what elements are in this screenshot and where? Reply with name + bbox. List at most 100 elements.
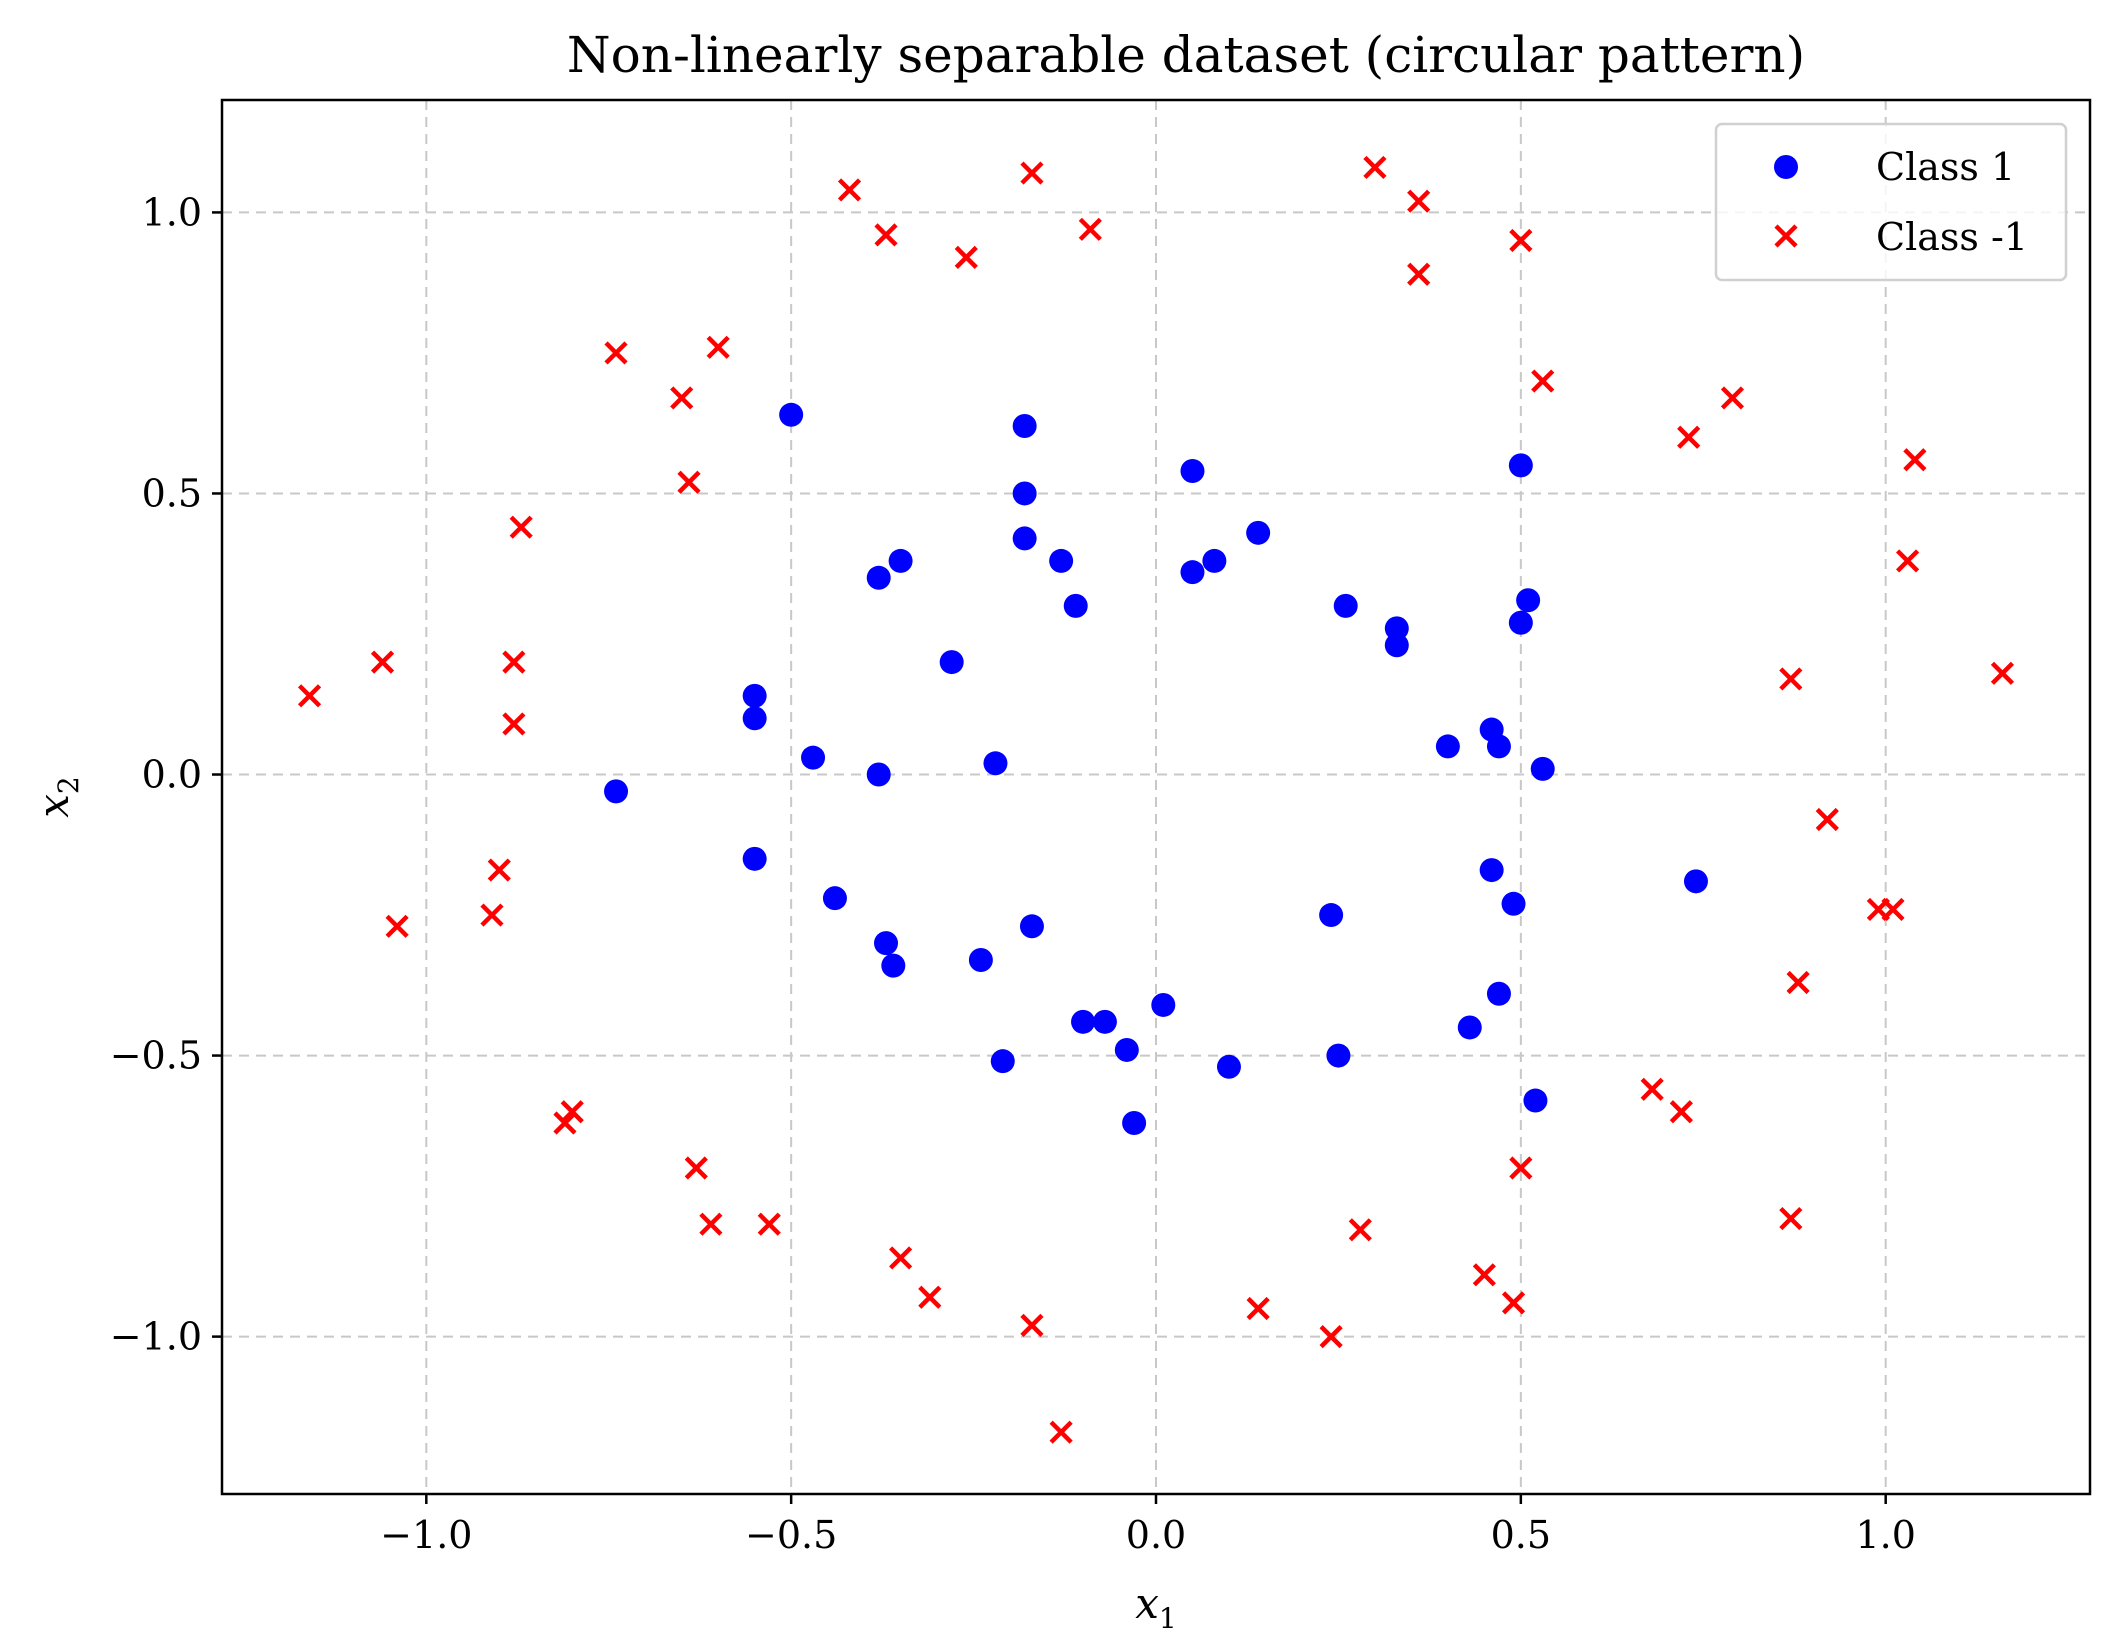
class-1-point bbox=[1122, 1111, 1147, 1136]
class-1-point bbox=[1180, 560, 1205, 585]
class-neg1-point bbox=[502, 712, 526, 736]
class-1-point bbox=[1523, 1088, 1548, 1113]
chart-title: Non-linearly separable dataset (circular… bbox=[567, 26, 1805, 84]
x-tick-label: 0.5 bbox=[1491, 1513, 1551, 1557]
class-neg1-point bbox=[1786, 970, 1810, 995]
y-tick-label: 1.0 bbox=[142, 190, 202, 234]
class-neg1-point bbox=[1472, 1263, 1496, 1287]
class-neg1-point bbox=[1020, 1313, 1044, 1337]
class-neg1-point bbox=[553, 1111, 577, 1135]
class-neg1-point bbox=[918, 1285, 942, 1309]
class-neg1-point bbox=[699, 1212, 723, 1236]
x-axis-label: x1 bbox=[1135, 1579, 1177, 1635]
class-neg1-point bbox=[385, 914, 409, 938]
class-1-point bbox=[1508, 453, 1533, 478]
class-1-point bbox=[1457, 1015, 1482, 1040]
x-tick-label: 0.0 bbox=[1126, 1513, 1186, 1557]
class-1-point bbox=[1246, 520, 1271, 545]
class-neg1-point bbox=[1246, 1296, 1270, 1321]
class-1-point bbox=[1012, 526, 1037, 551]
class-1-point bbox=[1216, 1054, 1241, 1079]
class-neg1-point bbox=[1348, 1218, 1372, 1242]
class-neg1-point bbox=[1677, 425, 1701, 449]
class-neg1-point bbox=[1779, 1206, 1803, 1231]
class-1-point bbox=[1114, 1037, 1139, 1062]
gridlines bbox=[222, 100, 2090, 1494]
class-1-point bbox=[1508, 610, 1533, 635]
class-1-point bbox=[1486, 981, 1511, 1006]
y-tick-label: −0.5 bbox=[110, 1034, 202, 1078]
class-neg1-point bbox=[954, 245, 978, 269]
class-neg1-point bbox=[1720, 386, 1745, 410]
class-1-point bbox=[1326, 1043, 1351, 1068]
class-1-point bbox=[1151, 992, 1176, 1017]
class-neg1-point bbox=[1407, 189, 1431, 213]
class-neg1-point bbox=[1903, 448, 1927, 472]
class-1-point bbox=[866, 762, 891, 787]
class-neg1-point bbox=[1640, 1077, 1664, 1101]
class-neg1-point bbox=[706, 335, 730, 359]
x-tick-label: −0.5 bbox=[745, 1513, 837, 1557]
legend-box bbox=[1714, 122, 2068, 282]
class-neg1-point bbox=[1990, 661, 2015, 685]
class-1-point bbox=[881, 953, 906, 978]
class-neg1-point bbox=[1319, 1325, 1343, 1349]
class-neg1-point bbox=[1363, 155, 1387, 180]
class-1-point bbox=[968, 948, 993, 973]
y-tick-label: 0.5 bbox=[142, 471, 202, 515]
class-neg1-point bbox=[684, 1156, 708, 1180]
class-1-point bbox=[1071, 1009, 1096, 1034]
class-neg1-point bbox=[1078, 217, 1102, 241]
legend-class-1-label: Class -1 bbox=[1876, 215, 2028, 259]
class-neg1-point bbox=[370, 650, 395, 674]
class-1-point bbox=[604, 779, 629, 804]
y-tick-label: −1.0 bbox=[110, 1315, 202, 1359]
class-neg1-point bbox=[297, 684, 322, 708]
x-tick-label: 1.0 bbox=[1855, 1513, 1915, 1557]
axis-ticks: −1.0 −0.5 0.0 0.5 1.0 −1.0 −0.5 0.0 0.5 1.0 bbox=[110, 190, 1916, 1557]
y-axis-label-main: x bbox=[29, 794, 78, 818]
class-1-point bbox=[742, 683, 767, 708]
legend-class1-marker bbox=[1774, 155, 1798, 179]
class-neg1-point bbox=[670, 386, 694, 410]
class-1-point bbox=[939, 650, 964, 675]
class-neg1-point bbox=[1509, 1156, 1533, 1180]
class-1-point bbox=[888, 548, 913, 573]
class-neg1-point bbox=[604, 341, 628, 365]
legend-class-1-marker bbox=[1774, 224, 1798, 248]
class-1-point bbox=[779, 402, 804, 427]
class-neg1-point bbox=[1407, 262, 1431, 286]
class-1-point bbox=[1319, 903, 1344, 928]
class-1-point bbox=[983, 751, 1008, 776]
class-1-point bbox=[990, 1049, 1015, 1074]
class-neg1-point bbox=[1531, 369, 1555, 393]
class-neg1-point bbox=[487, 858, 511, 882]
class-1-point bbox=[1180, 458, 1205, 483]
class-neg1-point bbox=[677, 470, 701, 494]
class-neg1-point bbox=[480, 903, 504, 927]
class-1-point bbox=[1435, 734, 1460, 759]
class-neg1-point bbox=[1815, 807, 1839, 832]
class-1-point bbox=[1384, 616, 1409, 641]
class-1-point bbox=[1683, 869, 1708, 894]
data-points bbox=[297, 155, 2015, 1444]
class-neg1-point bbox=[502, 650, 526, 674]
y-axis-label-sub: 2 bbox=[52, 776, 85, 794]
class-1-point bbox=[801, 745, 826, 770]
class-neg1-point bbox=[560, 1100, 584, 1124]
class-neg1-point bbox=[509, 515, 533, 539]
class-1-point bbox=[1092, 1009, 1117, 1034]
class-neg1-point bbox=[1895, 549, 1920, 573]
class-neg1-point bbox=[837, 178, 862, 202]
class-neg1-point bbox=[874, 223, 898, 247]
class-neg1-point bbox=[1669, 1100, 1693, 1124]
class-neg1-point bbox=[1509, 228, 1533, 253]
class-1-point bbox=[1501, 891, 1526, 916]
class-neg1-point bbox=[1779, 667, 1803, 691]
class-1-point bbox=[866, 565, 891, 590]
class-1-point bbox=[1063, 593, 1088, 618]
legend-class1-label: Class 1 bbox=[1876, 145, 2015, 189]
class-1-point bbox=[742, 706, 767, 731]
class-1-point bbox=[1333, 593, 1358, 618]
class-neg1-point bbox=[1881, 897, 1905, 922]
